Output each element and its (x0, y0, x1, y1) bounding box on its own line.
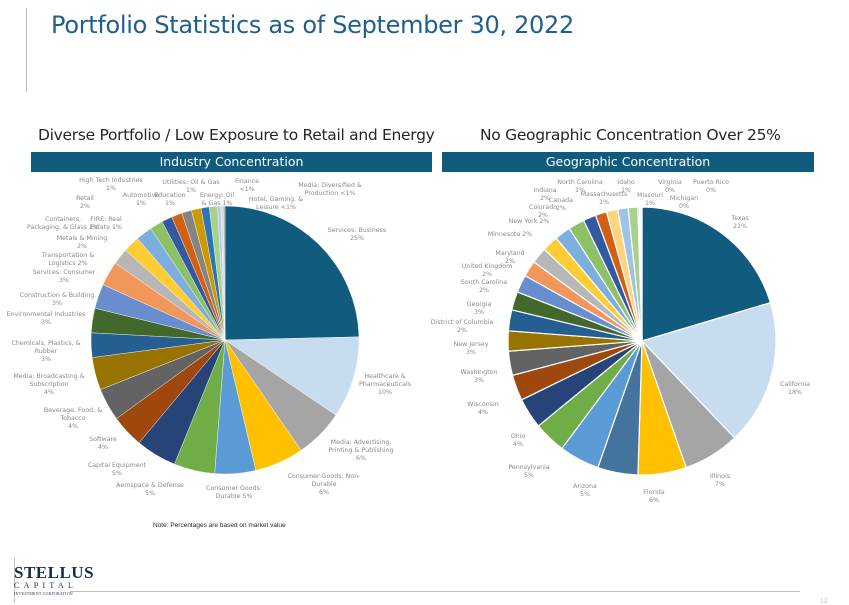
footer-divider (70, 591, 800, 592)
geo-label-new-jersey: New Jersey 3% (454, 341, 489, 356)
logo-wordmark: STELLUS (14, 563, 95, 582)
industry-label-education: Education 1% (154, 192, 185, 207)
geo-label-colorado: Colorado 2% (529, 204, 557, 219)
industry-label-services-consumer: Services: Consumer 3% (33, 269, 96, 284)
geo-slice-texas (641, 206, 772, 342)
industry-pie (90, 205, 360, 475)
geo-slice-california (640, 301, 777, 439)
geo-label-idaho: Idaho 1% (617, 179, 635, 194)
geo-label-massachusetts: Massachusetts 1% (581, 191, 628, 206)
industry-label-construction-building: Construction & Building 3% (20, 292, 95, 307)
industry-label-media-advertising-printing-publishing: Media: Advertising, Printing & Publishing… (328, 439, 393, 462)
industry-label-software: Software 4% (89, 436, 117, 451)
stellus-logo: STELLUS CAPITAL INVESTMENT CORPORATION (14, 563, 95, 597)
industry-label-environmental-industries: Environmental Industries 3% (7, 311, 86, 326)
geo-label-georgia: Georgia 3% (467, 301, 492, 316)
geo-label-new-york: New York 2% (509, 218, 550, 225)
geo-label-illinois: Illinois 7% (710, 473, 730, 488)
geo-label-pennsylvania: Pennsylvania 5% (508, 464, 550, 479)
geo-label-indiana: Indiana 2% (533, 187, 556, 202)
industry-label-capital-equipment: Capital Equipment 5% (88, 462, 147, 477)
geo-label-michigan: Michigan 0% (670, 195, 698, 210)
geo-label-maryland: Maryland 2% (495, 250, 524, 265)
geo-label-virginia: Virginia 0% (658, 179, 682, 194)
geographic-labels: Texas 21% California 18% Illinois 7% Florida 6%… (431, 179, 810, 504)
geo-label-south-carolina: South Carolina 2% (461, 279, 507, 294)
industry-label-utilities-oil-gas: Utilities: Oil & Gas 1% (162, 179, 219, 194)
page-number: 12 (820, 598, 828, 605)
industry-labels: Services: Business 25% Healthcare & Pharmac… (7, 177, 411, 500)
geo-label-puerto-rico: Puerto Rico 0% (693, 179, 729, 194)
industry-slice-services-business (224, 205, 360, 341)
industry-label-media-diversified-production: Media: Diversified & Production <1% (298, 182, 362, 197)
geo-label-canada: Canada 2% (549, 197, 573, 212)
industry-label-high-tech-industries: High Tech Industries 1% (79, 177, 143, 192)
geo-label-washington: Washington 3% (460, 369, 497, 384)
geographic-chart-banner: Geographic Concentration (442, 152, 814, 172)
industry-label-beverage-food-tobacco: Beverage, Food, & Tobacco 4% (44, 407, 102, 430)
industry-label-media-broadcasting-subscription: Media: Broadcasting & Subscription 4% (13, 373, 84, 396)
industry-label-finance: Finance <1% (235, 178, 259, 193)
geo-label-florida: Florida 6% (643, 489, 665, 504)
geo-label-arizona: Arizona 5% (573, 483, 597, 498)
geo-label-minnesota: Minnesota 2% (488, 231, 533, 238)
industry-label-metals-mining: Metals & Mining 2% (57, 235, 108, 250)
geo-label-ohio: Ohio 4% (511, 433, 526, 448)
industry-slice-healthcare-pharmaceuticals (224, 336, 360, 416)
geo-label-north-carolina: North Carolina 1% (557, 179, 603, 194)
industry-label-aerospace-defense: Aerospace & Defense 5% (116, 482, 184, 497)
industry-label-hotel-gaming-leisure: Hotel, Gaming, & Leisure <1% (249, 196, 303, 211)
geo-label-texas: Texas 21% (730, 215, 748, 230)
geo-label-district-of-columbia: District of Columbia 2% (431, 319, 494, 334)
industry-label-consumer-goods-durable: Consumer Goods: Durable 5% (206, 485, 262, 500)
industry-label-healthcare-pharmaceuticals: Healthcare & Pharmaceuticals 10% (359, 373, 411, 396)
logo-capital: CAPITAL (14, 581, 78, 590)
industry-label-containers-packaging-glass: Containers, Packaging, & Glass 2% (27, 216, 99, 231)
industry-label-automotive: Automotive 1% (123, 192, 160, 207)
industry-label-consumer-goods-non-durable: Consumer Goods: Non-Durable 6% (288, 473, 361, 496)
page-title: Portfolio Statistics as of September 30,… (51, 11, 574, 39)
footnote: Note: Percentages are based on market va… (153, 522, 286, 529)
logo-tagline: INVESTMENT CORPORATION (14, 591, 73, 596)
industry-chart-banner: Industry Concentration (31, 152, 432, 172)
geo-label-california: California 18% (780, 381, 810, 396)
geographic-pie (507, 206, 777, 476)
industry-label-energy-oil-gas: Energy: Oil & Gas 1% (200, 192, 234, 207)
geographic-subtitle: No Geographic Concentration Over 25% (480, 126, 781, 144)
industry-label-chemicals-plastics-rubber: Chemicals, Plastics, & Rubber 3% (11, 340, 80, 363)
footer-accent-rule (14, 558, 15, 603)
industry-slice-media-diversified-production (223, 205, 226, 341)
industry-subtitle: Diverse Portfolio / Low Exposure to Reta… (38, 126, 435, 144)
geo-label-wisconsin: Wisconsin 4% (467, 401, 498, 416)
geo-label-missouri: Missouri 1% (637, 192, 663, 207)
geo-label-united-kingdom: United Kingdom 2% (462, 263, 513, 278)
industry-label-retail: Retail 2% (76, 195, 94, 210)
industry-label-transportation-logistics: Transportation & Logistics 2% (41, 252, 94, 267)
industry-label-services-business: Services: Business 25% (328, 227, 386, 242)
title-accent-rule (26, 8, 27, 92)
geo-slice-puerto-rico (640, 206, 643, 342)
industry-label-fire-real-estate: FIRE: Real Estate 1% (90, 216, 122, 231)
